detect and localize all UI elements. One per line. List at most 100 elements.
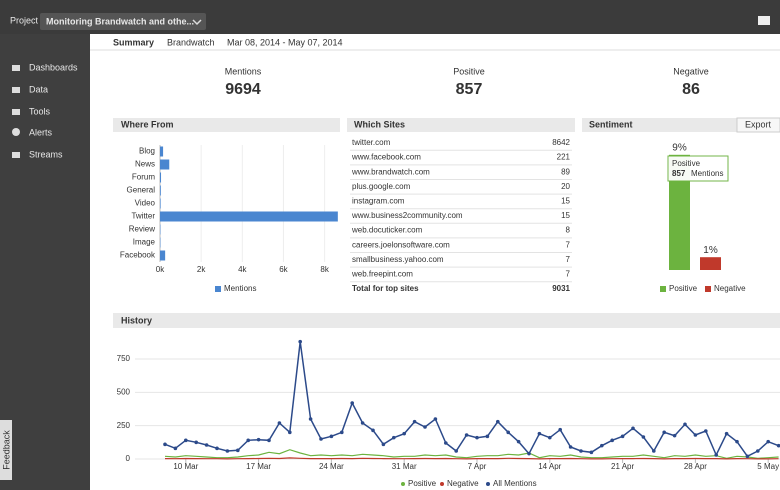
y-tick-label: 0 xyxy=(126,454,131,463)
point xyxy=(464,433,469,437)
panel-header xyxy=(113,118,340,132)
y-tick-label: 250 xyxy=(117,421,131,430)
point xyxy=(256,437,261,442)
nav-icons xyxy=(12,65,20,158)
site-count: 8 xyxy=(566,226,571,235)
point xyxy=(340,430,344,435)
panel-title: Where From xyxy=(121,119,174,129)
x-tick-label: 31 Mar xyxy=(392,462,417,471)
panel-title: Sentiment xyxy=(589,119,633,129)
value-label: 1% xyxy=(703,245,718,256)
point xyxy=(776,443,780,448)
tab[interactable]: Brandwatch xyxy=(167,37,215,47)
legend-label: Positive xyxy=(669,284,698,293)
series-line xyxy=(164,457,779,460)
point xyxy=(298,339,303,344)
mail-icon[interactable] xyxy=(758,16,770,25)
x-tick-label: 4k xyxy=(238,265,247,274)
point xyxy=(392,435,396,440)
tooltip-value: 857 xyxy=(672,169,686,178)
total-value: 9031 xyxy=(552,284,570,293)
legend-marker xyxy=(401,482,405,486)
x-tick-label: 21 Apr xyxy=(611,462,634,471)
bar xyxy=(160,250,166,261)
point xyxy=(412,419,417,424)
stat-label: Negative xyxy=(673,66,709,76)
point xyxy=(610,438,614,443)
category-label: Twitter xyxy=(131,212,155,221)
site-count: 221 xyxy=(557,153,571,162)
x-tick-label: 2k xyxy=(197,265,206,274)
legend-label: Mentions xyxy=(224,284,256,293)
point xyxy=(620,434,625,439)
site-name: www.brandwatch.com xyxy=(351,167,430,176)
site-count: 15 xyxy=(561,197,570,206)
point xyxy=(371,428,375,433)
x-tick-label: 10 Mar xyxy=(173,462,198,471)
site-name: www.business2community.com xyxy=(351,211,463,220)
site-name: smallbusiness.yahoo.com xyxy=(352,255,444,264)
feedback-tab[interactable] xyxy=(0,420,12,480)
point xyxy=(350,401,355,405)
legend-marker xyxy=(440,482,444,486)
nav-item[interactable]: Data xyxy=(29,84,48,94)
tooltip-unit: Mentions xyxy=(691,169,723,178)
x-tick-label: 14 Apr xyxy=(538,462,561,471)
legend-swatch xyxy=(215,286,221,292)
point xyxy=(475,435,479,440)
point xyxy=(423,425,427,429)
site-count: 7 xyxy=(566,240,571,249)
export-button[interactable] xyxy=(736,117,780,133)
project-name[interactable]: Monitoring Brandwatch and othe... xyxy=(46,16,194,26)
nav-item[interactable]: Dashboards xyxy=(29,62,78,72)
point xyxy=(672,433,677,438)
point xyxy=(548,435,552,440)
point xyxy=(558,427,562,432)
point xyxy=(527,451,531,456)
project-dropdown[interactable] xyxy=(40,13,206,30)
nav-item[interactable]: Streams xyxy=(29,149,63,159)
stat-value: 9694 xyxy=(225,81,261,98)
panel-header xyxy=(582,118,780,132)
total-label: Total for top sites xyxy=(352,284,419,293)
point xyxy=(277,421,282,425)
x-tick-label: 5 May xyxy=(757,462,779,471)
site-name: web.freepint.com xyxy=(351,270,413,279)
nav-item[interactable]: Tools xyxy=(29,106,51,116)
tab[interactable]: Summary xyxy=(113,37,154,47)
point xyxy=(381,442,386,447)
category-label: Facebook xyxy=(120,251,156,260)
export-label[interactable]: Export xyxy=(745,119,772,129)
panel-title: Which Sites xyxy=(354,119,405,129)
panel-title: History xyxy=(121,315,152,325)
feedback[interactable]: Feedback xyxy=(1,430,11,470)
legend-swatch xyxy=(660,286,666,292)
point xyxy=(641,435,646,439)
point xyxy=(745,454,750,459)
point xyxy=(735,439,739,444)
point xyxy=(184,438,188,443)
point xyxy=(714,453,718,457)
project-label: Project xyxy=(10,15,39,25)
dropdown-caret xyxy=(192,19,202,26)
legend-label: Positive xyxy=(408,479,437,488)
bar xyxy=(160,211,338,222)
panel-header xyxy=(113,313,780,328)
bar xyxy=(160,198,161,209)
point xyxy=(360,421,365,425)
point xyxy=(485,434,490,439)
site-count: 8642 xyxy=(552,138,570,147)
point xyxy=(506,430,511,435)
point xyxy=(756,449,760,453)
nav-item[interactable]: Alerts xyxy=(29,127,53,137)
point xyxy=(433,417,438,421)
date-range[interactable]: Mar 08, 2014 - May 07, 2014 xyxy=(227,37,343,47)
x-tick-label: 8k xyxy=(320,265,329,274)
y-tick-label: 500 xyxy=(117,387,131,396)
point xyxy=(402,431,407,436)
x-tick-label: 28 Apr xyxy=(684,462,707,471)
point xyxy=(579,449,583,453)
point xyxy=(454,449,459,453)
point xyxy=(163,442,167,447)
